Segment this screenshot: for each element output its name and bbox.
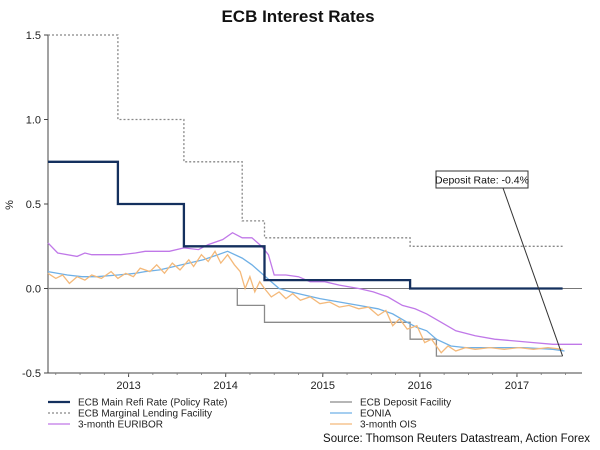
series-line-ecb-deposit-facility bbox=[48, 287, 563, 357]
plot-area: 1.5 1.0 0.5 0.0 -0.5 2013 2014 2015 2016 2017 Depo… bbox=[22, 30, 582, 392]
series-line-eonia bbox=[47, 250, 565, 352]
legend-label: 3-month EURIBOR bbox=[78, 420, 163, 431]
annotation-box bbox=[435, 170, 529, 189]
y-tick-label: -0.5 bbox=[22, 368, 41, 380]
legend-label: EONIA bbox=[360, 409, 391, 420]
y-tick-label: 1.5 bbox=[26, 30, 41, 42]
legend-label: ECB Main Refi Rate (Policy Rate) bbox=[78, 398, 228, 409]
x-tick-label: 2013 bbox=[116, 380, 140, 392]
y-axis-label: % bbox=[4, 200, 16, 210]
chart-title: ECB Interest Rates bbox=[221, 7, 374, 26]
x-tick-label: 2016 bbox=[408, 380, 432, 392]
y-tick-label: 0.5 bbox=[26, 199, 41, 211]
annotation-leader-line bbox=[502, 187, 564, 357]
legend-label: 3-month OIS bbox=[360, 420, 417, 431]
x-tick-label: 2017 bbox=[505, 380, 529, 392]
y-tick-label: 0.0 bbox=[26, 284, 41, 296]
series-line-3-month-ois bbox=[47, 250, 563, 354]
series-line-ecb-main-refi-rate-policy-rate bbox=[48, 160, 563, 290]
source-note: Source: Thomson Reuters Datastream, Acti… bbox=[323, 433, 590, 445]
x-tick-label: 2014 bbox=[213, 380, 237, 392]
x-tick-label: 2015 bbox=[311, 380, 335, 392]
legend-label: ECB Deposit Facility bbox=[360, 398, 451, 409]
annotation-text: Deposit Rate: -0.4% bbox=[435, 175, 529, 187]
series-line-3-month-euribor bbox=[47, 231, 582, 345]
y-tick-label: 1.0 bbox=[26, 115, 41, 127]
legend: ECB Main Refi Rate (Policy Rate) ECB Depo… bbox=[48, 398, 451, 431]
series-line-ecb-marginal-lending-facility bbox=[48, 34, 563, 247]
legend-label: ECB Marginal Lending Facility bbox=[78, 409, 212, 420]
